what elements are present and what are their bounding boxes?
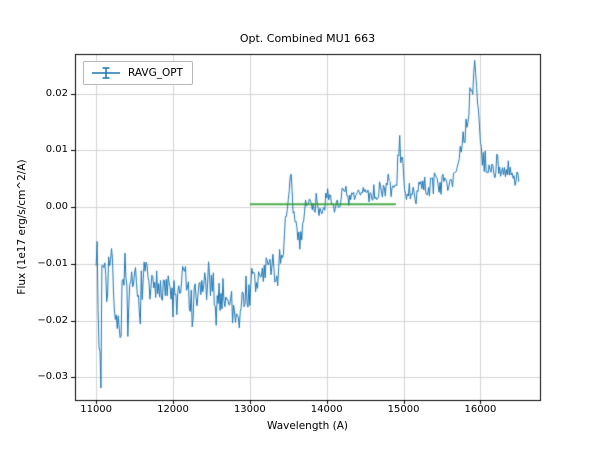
x-tick-label: 16000 [464, 404, 497, 415]
y-tick-label: 0.01 [45, 144, 68, 156]
x-tick-label: 12000 [157, 404, 189, 415]
x-tick-label: 13000 [233, 404, 266, 415]
legend: RAVG_OPT [83, 61, 193, 85]
errorbar-marker-icon [92, 67, 120, 79]
x-tick-label: 15000 [387, 404, 420, 415]
y-tick-label: −0.01 [37, 257, 68, 269]
y-axis-label: Flux (1e17 erg/s/cm^2/A) [16, 159, 28, 295]
y-tick-label: 0.00 [45, 201, 68, 213]
y-tick-label: −0.02 [37, 314, 68, 326]
x-axis-label: Wavelength (A) [266, 420, 348, 432]
y-tick-label: −0.03 [37, 371, 68, 383]
chart-title: Opt. Combined MU1 663 [239, 32, 376, 45]
x-tick-label: 11000 [80, 404, 113, 415]
y-tick-label: 0.02 [45, 87, 68, 99]
x-tick-label: 14000 [310, 404, 343, 415]
legend-label: RAVG_OPT [128, 67, 183, 79]
